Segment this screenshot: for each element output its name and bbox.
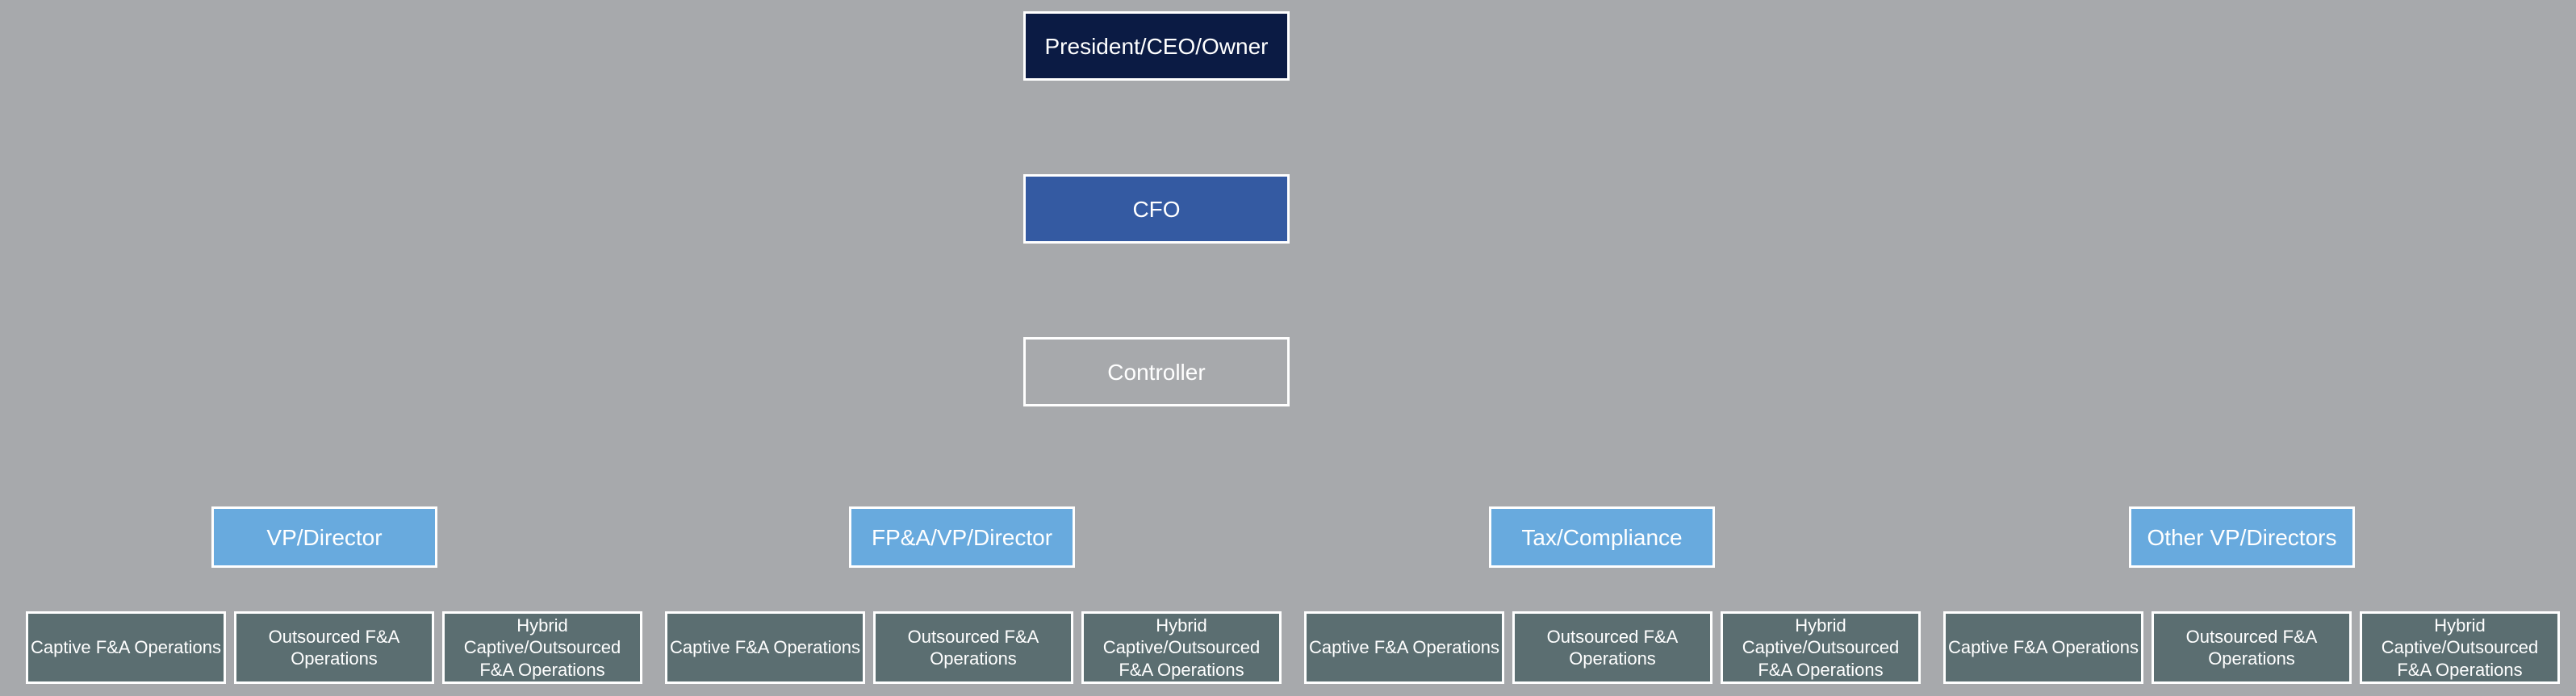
org-group-header-3: Tax/Compliance <box>1489 506 1715 568</box>
org-leaf-2-2: Outsourced F&A Operations <box>873 611 1073 684</box>
org-leaf-4-2: Outsourced F&A Operations <box>2152 611 2352 684</box>
org-leaf-3-2: Outsourced F&A Operations <box>1512 611 1712 684</box>
org-node-ceo: President/CEO/Owner <box>1023 11 1290 81</box>
org-leaf-3-3: Hybrid Captive/Outsourced F&A Operations <box>1721 611 1921 684</box>
org-group-header-4: Other VP/Directors <box>2129 506 2355 568</box>
org-group-header-2: FP&A/VP/Director <box>849 506 1075 568</box>
org-leaf-4-3: Hybrid Captive/Outsourced F&A Operations <box>2360 611 2560 684</box>
org-group-header-1: VP/Director <box>211 506 437 568</box>
org-node-controller: Controller <box>1023 337 1290 406</box>
org-leaf-3-1: Captive F&A Operations <box>1304 611 1504 684</box>
org-leaf-4-1: Captive F&A Operations <box>1943 611 2143 684</box>
org-leaf-1-2: Outsourced F&A Operations <box>234 611 434 684</box>
org-leaf-1-3: Hybrid Captive/Outsourced F&A Operations <box>442 611 642 684</box>
org-node-cfo: CFO <box>1023 174 1290 244</box>
org-leaf-2-1: Captive F&A Operations <box>665 611 865 684</box>
org-leaf-2-3: Hybrid Captive/Outsourced F&A Operations <box>1081 611 1282 684</box>
org-leaf-1-1: Captive F&A Operations <box>26 611 226 684</box>
